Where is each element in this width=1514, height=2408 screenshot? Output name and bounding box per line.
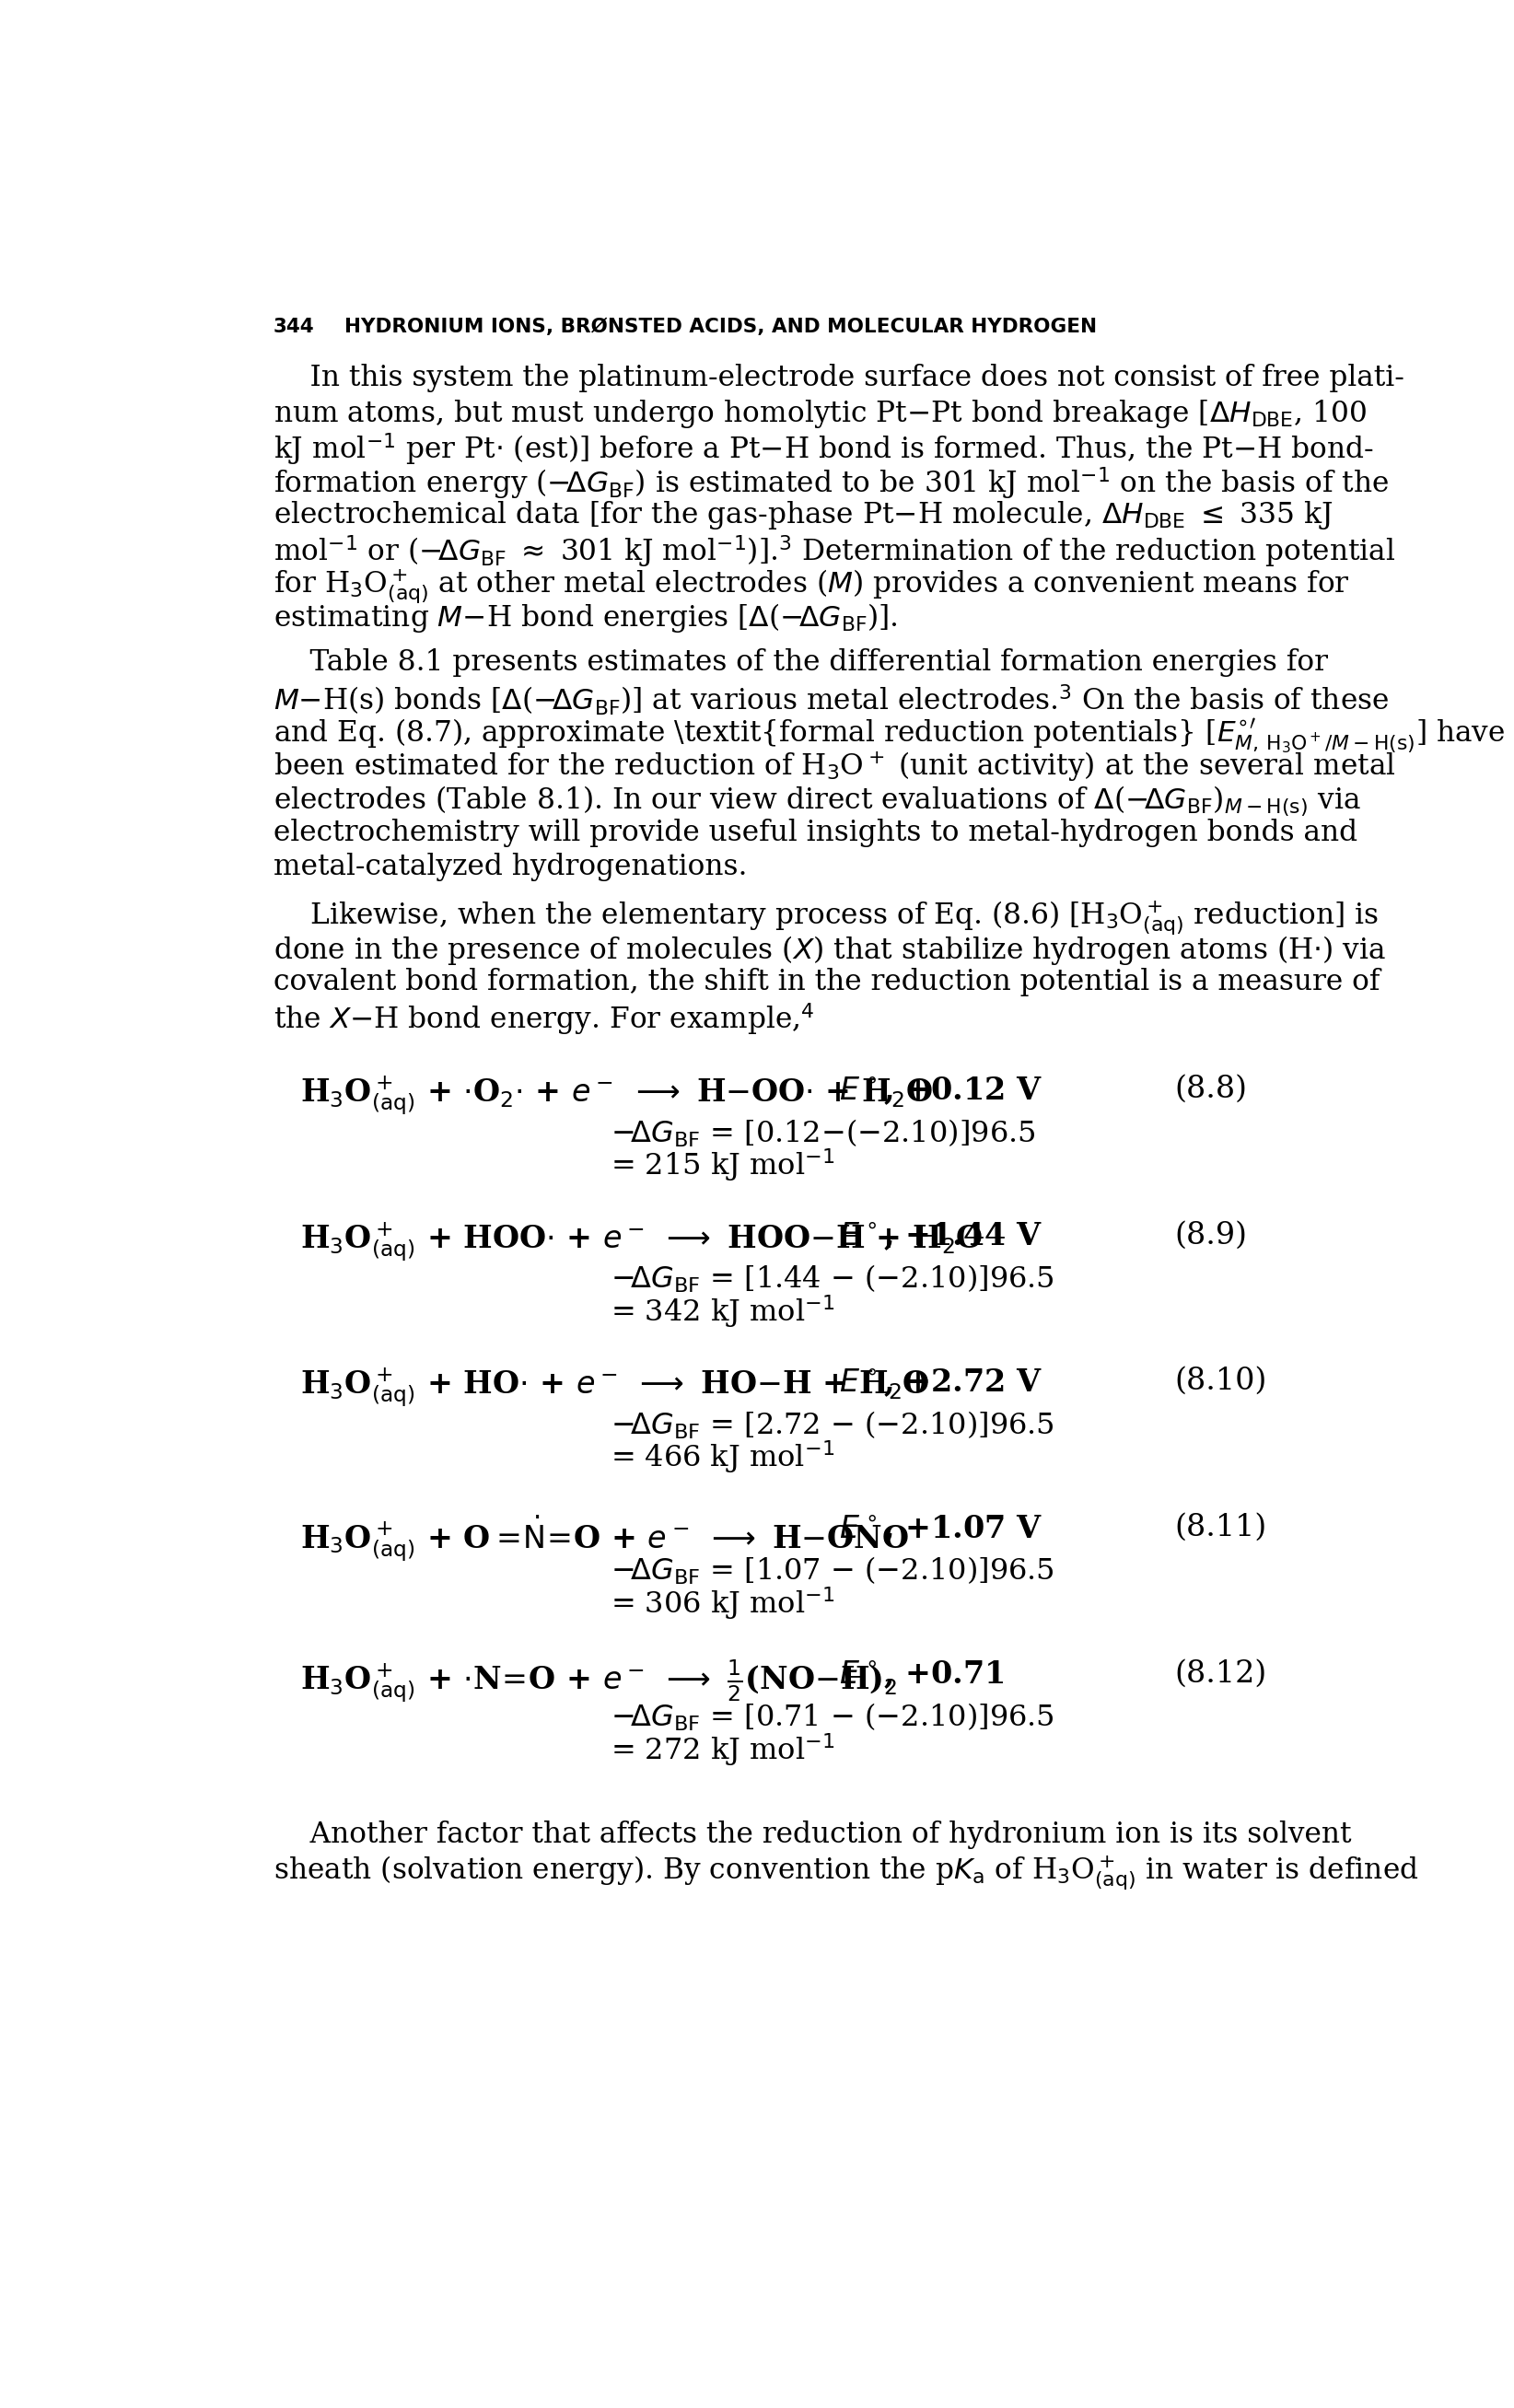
Text: HYDRONIUM IONS, BRØNSTED ACIDS, AND MOLECULAR HYDROGEN: HYDRONIUM IONS, BRØNSTED ACIDS, AND MOLE…	[345, 318, 1098, 335]
Text: (8.10): (8.10)	[1175, 1368, 1267, 1397]
Text: $M$$-$H(s) bonds [$\Delta$($-\!\Delta G_{\mathrm{BF}}$)] at various metal electr: $M$$-$H(s) bonds [$\Delta$($-\!\Delta G_…	[274, 681, 1388, 718]
Text: H$_3$O$^+_{(\mathrm{aq})}$ + O$=\!\dot{\mathrm{N}}\!=\!$O + $e^-$ $\longrightarr: H$_3$O$^+_{(\mathrm{aq})}$ + O$=\!\dot{\…	[300, 1512, 908, 1563]
Text: (8.8): (8.8)	[1175, 1074, 1248, 1103]
Text: $E^\circ$, +2.72 V: $E^\circ$, +2.72 V	[839, 1368, 1042, 1399]
Text: sheath (solvation energy). By convention the p$K_{\mathrm{a}}$ of H$_3$O$^+_{(\m: sheath (solvation energy). By convention…	[274, 1854, 1419, 1893]
Text: $-\!\Delta G_{\mathrm{BF}}$ = [1.07 $-$ ($-$2.10)]96.5: $-\!\Delta G_{\mathrm{BF}}$ = [1.07 $-$ …	[610, 1556, 1054, 1587]
Text: H$_3$O$^+_{(\mathrm{aq})}$ + $\cdot$N$\!=\!$O + $e^-$ $\longrightarrow$ $\frac{1: H$_3$O$^+_{(\mathrm{aq})}$ + $\cdot$N$\!…	[300, 1659, 898, 1705]
Text: the $X$$-$H bond energy. For example,$^4$: the $X$$-$H bond energy. For example,$^4…	[274, 1002, 815, 1038]
Text: 344: 344	[274, 318, 315, 335]
Text: done in the presence of molecules ($X$) that stabilize hydrogen atoms (H$\cdot$): done in the presence of molecules ($X$) …	[274, 934, 1385, 966]
Text: covalent bond formation, the shift in the reduction potential is a measure of: covalent bond formation, the shift in th…	[274, 968, 1379, 997]
Text: electrochemical data [for the gas-phase Pt$-$H molecule, $\Delta H_{\mathrm{DBE}: electrochemical data [for the gas-phase …	[274, 498, 1332, 532]
Text: electrochemistry will provide useful insights to metal-hydrogen bonds and: electrochemistry will provide useful ins…	[274, 819, 1358, 848]
Text: (8.11): (8.11)	[1175, 1512, 1267, 1541]
Text: mol$^{-1}$ or ($-\!\Delta G_{\mathrm{BF}}$ $\approx$ 301 kJ mol$^{-1}$)].$^3$ De: mol$^{-1}$ or ($-\!\Delta G_{\mathrm{BF}…	[274, 535, 1396, 571]
Text: formation energy ($-\!\Delta G_{\mathrm{BF}}$) is estimated to be 301 kJ mol$^{-: formation energy ($-\!\Delta G_{\mathrm{…	[274, 465, 1388, 501]
Text: and Eq. (8.7), approximate \textit{formal reduction potentials} [$E^{\circ\prime: and Eq. (8.7), approximate \textit{forma…	[274, 718, 1505, 756]
Text: Another factor that affects the reduction of hydronium ion is its solvent: Another factor that affects the reductio…	[274, 1820, 1352, 1849]
Text: = 215 kJ mol$^{-1}$: = 215 kJ mol$^{-1}$	[610, 1146, 834, 1182]
Text: metal-catalyzed hydrogenations.: metal-catalyzed hydrogenations.	[274, 852, 748, 881]
Text: estimating $M$$-$H bond energies [$\Delta$($-\!\Delta G_{\mathrm{BF}}$)].: estimating $M$$-$H bond energies [$\Delt…	[274, 602, 898, 636]
Text: = 272 kJ mol$^{-1}$: = 272 kJ mol$^{-1}$	[610, 1731, 834, 1767]
Text: been estimated for the reduction of H$_3$O$^+$ (unit activity) at the several me: been estimated for the reduction of H$_3…	[274, 751, 1396, 785]
Text: $E^\circ$, +0.12 V: $E^\circ$, +0.12 V	[839, 1074, 1042, 1108]
Text: = 466 kJ mol$^{-1}$: = 466 kJ mol$^{-1}$	[610, 1440, 834, 1476]
Text: (8.9): (8.9)	[1175, 1221, 1248, 1250]
Text: electrodes (Table 8.1). In our view direct evaluations of $\Delta$($-\!\Delta G_: electrodes (Table 8.1). In our view dire…	[274, 785, 1361, 819]
Text: $E^\circ$, +1.44 V: $E^\circ$, +1.44 V	[839, 1221, 1042, 1252]
Text: H$_3$O$^+_{(\mathrm{aq})}$ + HOO$\cdot$ + $e^-$ $\longrightarrow$ HOO$-$H + H$_2: H$_3$O$^+_{(\mathrm{aq})}$ + HOO$\cdot$ …	[300, 1221, 983, 1264]
Text: $-\!\Delta G_{\mathrm{BF}}$ = [2.72 $-$ ($-$2.10)]96.5: $-\!\Delta G_{\mathrm{BF}}$ = [2.72 $-$ …	[610, 1409, 1054, 1440]
Text: (8.12): (8.12)	[1175, 1659, 1267, 1688]
Text: $E^\circ$, +0.71: $E^\circ$, +0.71	[839, 1659, 1004, 1690]
Text: $E^\circ$, +1.07 V: $E^\circ$, +1.07 V	[839, 1512, 1042, 1544]
Text: = 342 kJ mol$^{-1}$: = 342 kJ mol$^{-1}$	[610, 1293, 834, 1329]
Text: $-\!\Delta G_{\mathrm{BF}}$ = [1.44 $-$ ($-$2.10)]96.5: $-\!\Delta G_{\mathrm{BF}}$ = [1.44 $-$ …	[610, 1264, 1054, 1296]
Text: In this system the platinum-electrode surface does not consist of free plati-: In this system the platinum-electrode su…	[274, 364, 1405, 393]
Text: Likewise, when the elementary process of Eq. (8.6) [H$_3$O$^+_{(\mathrm{aq})}$ r: Likewise, when the elementary process of…	[274, 901, 1379, 937]
Text: Table 8.1 presents estimates of the differential formation energies for: Table 8.1 presents estimates of the diff…	[274, 648, 1328, 677]
Text: $-\!\Delta G_{\mathrm{BF}}$ = [0.71 $-$ ($-$2.10)]96.5: $-\!\Delta G_{\mathrm{BF}}$ = [0.71 $-$ …	[610, 1702, 1054, 1734]
Text: for H$_3$O$^+_{(\mathrm{aq})}$ at other metal electrodes ($M$) provides a conven: for H$_3$O$^+_{(\mathrm{aq})}$ at other …	[274, 568, 1350, 607]
Text: kJ mol$^{-1}$ per Pt$\cdot$ (est)] before a Pt$-$H bond is formed. Thus, the Pt$: kJ mol$^{-1}$ per Pt$\cdot$ (est)] befor…	[274, 431, 1373, 467]
Text: H$_3$O$^+_{(\mathrm{aq})}$ + HO$\cdot$ + $e^-$ $\longrightarrow$ HO$-$H + H$_2$O: H$_3$O$^+_{(\mathrm{aq})}$ + HO$\cdot$ +…	[300, 1368, 930, 1411]
Text: = 306 kJ mol$^{-1}$: = 306 kJ mol$^{-1}$	[610, 1584, 834, 1621]
Text: num atoms, but must undergo homolytic Pt$-$Pt bond breakage [$\Delta H_{\mathrm{: num atoms, but must undergo homolytic Pt…	[274, 397, 1367, 429]
Text: H$_3$O$^+_{(\mathrm{aq})}$ + $\cdot$O$_2$$\cdot$ + $e^-$ $\longrightarrow$ H$-$O: H$_3$O$^+_{(\mathrm{aq})}$ + $\cdot$O$_2…	[300, 1074, 933, 1117]
Text: $-\!\Delta G_{\mathrm{BF}}$ = [0.12$-$($-$2.10)]96.5: $-\!\Delta G_{\mathrm{BF}}$ = [0.12$-$($…	[610, 1117, 1036, 1149]
